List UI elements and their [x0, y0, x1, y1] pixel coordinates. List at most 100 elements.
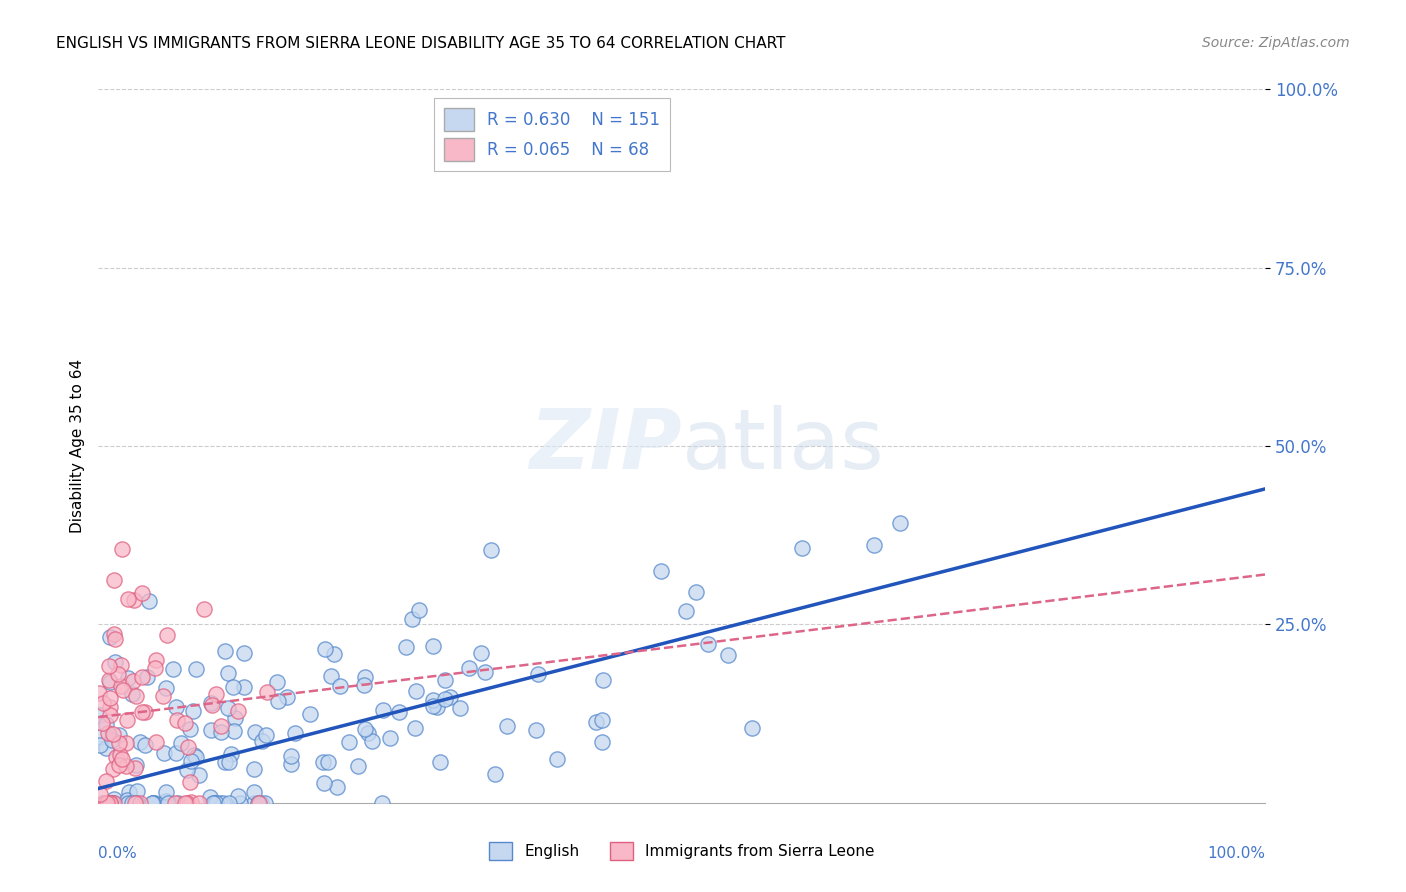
- Point: [404, 721, 426, 735]
- Point: [162, 662, 184, 676]
- Point: [135, 670, 157, 684]
- Point: [347, 759, 370, 773]
- Point: [115, 793, 138, 807]
- Point: [180, 795, 202, 809]
- Point: [181, 704, 204, 718]
- Point: [218, 755, 240, 769]
- Text: ENGLISH VS IMMIGRANTS FROM SIERRA LEONE DISABILITY AGE 35 TO 64 CORRELATION CHAR: ENGLISH VS IMMIGRANTS FROM SIERRA LEONE …: [56, 36, 786, 51]
- Point: [101, 732, 124, 747]
- Point: [176, 763, 198, 777]
- Point: [200, 790, 222, 805]
- Point: [233, 646, 256, 660]
- Point: [103, 573, 125, 587]
- Point: [143, 661, 166, 675]
- Point: [201, 698, 224, 713]
- Point: [152, 689, 174, 703]
- Point: [323, 647, 346, 661]
- Point: [153, 746, 176, 760]
- Point: [202, 796, 225, 810]
- Point: [111, 541, 134, 556]
- Point: [524, 723, 547, 737]
- Point: [179, 722, 201, 736]
- Point: [101, 762, 124, 776]
- Point: [433, 673, 456, 687]
- Point: [354, 722, 377, 736]
- Point: [314, 642, 336, 657]
- Point: [125, 796, 148, 810]
- Point: [138, 594, 160, 608]
- Point: [439, 690, 461, 704]
- Point: [127, 783, 149, 797]
- Point: [312, 755, 335, 769]
- Point: [142, 796, 165, 810]
- Point: [685, 585, 707, 599]
- Point: [107, 727, 129, 741]
- Point: [94, 716, 117, 731]
- Point: [98, 691, 121, 706]
- Point: [209, 718, 232, 732]
- Point: [889, 516, 911, 531]
- Point: [186, 662, 208, 676]
- Point: [214, 755, 236, 769]
- Point: [527, 666, 550, 681]
- Point: [98, 796, 121, 810]
- Point: [122, 593, 145, 607]
- Point: [145, 735, 167, 749]
- Point: [176, 796, 198, 810]
- Point: [204, 796, 226, 810]
- Point: [165, 700, 187, 714]
- Point: [863, 538, 886, 552]
- Point: [222, 723, 245, 738]
- Point: [280, 749, 302, 764]
- Point: [254, 728, 277, 742]
- Point: [371, 703, 394, 717]
- Point: [166, 713, 188, 727]
- Point: [94, 774, 117, 789]
- Point: [256, 685, 278, 699]
- Point: [484, 767, 506, 781]
- Point: [212, 796, 235, 810]
- Point: [115, 713, 138, 727]
- Point: [121, 796, 143, 810]
- Point: [591, 713, 613, 727]
- Point: [96, 796, 118, 810]
- Point: [422, 693, 444, 707]
- Text: atlas: atlas: [682, 406, 883, 486]
- Point: [209, 725, 232, 739]
- Point: [103, 627, 125, 641]
- Point: [226, 789, 249, 803]
- Point: [650, 564, 672, 578]
- Text: 100.0%: 100.0%: [1208, 846, 1265, 861]
- Point: [388, 705, 411, 719]
- Point: [247, 796, 270, 810]
- Point: [474, 665, 496, 679]
- Point: [89, 730, 111, 744]
- Point: [117, 592, 139, 607]
- Legend: R = 0.630    N = 151, R = 0.065    N = 68: R = 0.630 N = 151, R = 0.065 N = 68: [433, 97, 669, 171]
- Point: [93, 796, 115, 810]
- Point: [214, 644, 236, 658]
- Point: [155, 785, 177, 799]
- Point: [97, 796, 120, 810]
- Point: [276, 690, 298, 704]
- Point: [117, 796, 139, 810]
- Point: [134, 705, 156, 719]
- Point: [357, 726, 380, 740]
- Point: [429, 756, 451, 770]
- Point: [337, 735, 360, 749]
- Point: [108, 736, 131, 750]
- Point: [177, 739, 200, 754]
- Point: [91, 715, 114, 730]
- Point: [449, 701, 471, 715]
- Point: [217, 701, 239, 715]
- Point: [496, 719, 519, 733]
- Point: [250, 796, 273, 810]
- Point: [141, 796, 163, 810]
- Point: [131, 586, 153, 600]
- Point: [426, 700, 449, 714]
- Point: [184, 750, 207, 764]
- Point: [371, 796, 394, 810]
- Point: [127, 796, 149, 810]
- Point: [696, 637, 718, 651]
- Point: [422, 699, 444, 714]
